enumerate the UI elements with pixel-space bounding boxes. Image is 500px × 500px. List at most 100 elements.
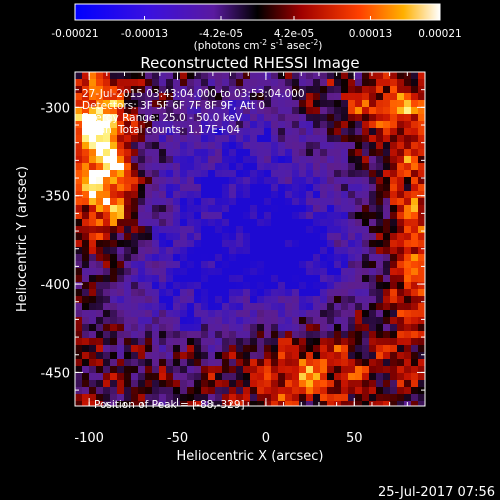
heatmap-cell	[96, 331, 104, 339]
heatmap-cell	[180, 387, 188, 395]
heatmap-cell	[369, 219, 377, 227]
heatmap-cell	[82, 142, 90, 150]
heatmap-cell	[250, 324, 258, 332]
heatmap-cell	[138, 345, 146, 353]
heatmap-cell	[82, 387, 90, 395]
heatmap-cell	[362, 212, 370, 220]
heatmap-cell	[390, 135, 398, 143]
heatmap-cell	[383, 289, 391, 297]
heatmap-cell	[145, 289, 153, 297]
heatmap-cell	[299, 86, 307, 94]
heatmap-cell	[131, 163, 139, 171]
heatmap-cell	[411, 198, 419, 206]
heatmap-cell	[397, 296, 405, 304]
heatmap-cell	[320, 352, 328, 360]
heatmap-cell	[103, 366, 111, 374]
heatmap-cell	[264, 128, 272, 136]
heatmap-cell	[138, 128, 146, 136]
heatmap-cell	[327, 177, 335, 185]
heatmap-cell	[418, 352, 425, 360]
heatmap-cell	[341, 317, 349, 325]
heatmap-cell	[299, 310, 307, 318]
heatmap-cell	[404, 387, 412, 395]
heatmap-cell	[124, 261, 132, 269]
heatmap-cell	[138, 254, 146, 262]
heatmap-cell	[292, 121, 300, 129]
heatmap-cell	[236, 380, 244, 388]
heatmap-cell	[278, 107, 286, 115]
heatmap-cell	[103, 128, 111, 136]
heatmap-cell	[362, 366, 370, 374]
heatmap-cell	[348, 289, 356, 297]
heatmap-cell	[348, 359, 356, 367]
heatmap-cell	[145, 338, 153, 346]
heatmap-cell	[383, 142, 391, 150]
heatmap-cell	[257, 205, 265, 213]
heatmap-cell	[355, 366, 363, 374]
heatmap-cell	[320, 212, 328, 220]
heatmap-cell	[278, 373, 286, 381]
heatmap-cell	[145, 128, 153, 136]
heatmap-cell	[75, 184, 83, 192]
heatmap-cell	[390, 282, 398, 290]
heatmap-cell	[411, 135, 419, 143]
heatmap-cell	[355, 191, 363, 199]
heatmap-cell	[306, 401, 314, 406]
heatmap-cell	[75, 128, 83, 136]
heatmap-cell	[145, 212, 153, 220]
heatmap-cell	[82, 296, 90, 304]
heatmap-cell	[334, 303, 342, 311]
heatmap-cell	[390, 345, 398, 353]
heatmap-cell	[131, 310, 139, 318]
heatmap-cell	[103, 198, 111, 206]
heatmap-cell	[376, 156, 384, 164]
heatmap-cell	[166, 380, 174, 388]
heatmap-cell	[292, 310, 300, 318]
heatmap-cell	[138, 373, 146, 381]
heatmap-cell	[369, 149, 377, 157]
heatmap-cell	[201, 394, 209, 402]
heatmap-cell	[138, 177, 146, 185]
heatmap-cell	[152, 352, 160, 360]
colorbar-ticks: -0.00021 -0.00013 -4.2e-05 4.2e-05 0.00013 0.…	[51, 16, 462, 40]
heatmap-cell	[187, 135, 195, 143]
heatmap-cell	[75, 247, 83, 255]
heatmap-cell	[341, 128, 349, 136]
heatmap-cell	[229, 219, 237, 227]
heatmap-cell	[152, 338, 160, 346]
heatmap-cell	[376, 121, 384, 129]
heatmap-cell	[292, 261, 300, 269]
heatmap-cell	[173, 156, 181, 164]
heatmap-cell	[229, 233, 237, 241]
heatmap-cell	[327, 226, 335, 234]
heatmap-cell	[187, 261, 195, 269]
heatmap-cell	[222, 366, 230, 374]
heatmap-cell	[404, 233, 412, 241]
heatmap-cell	[124, 107, 132, 115]
heatmap-cell	[264, 359, 272, 367]
heatmap-cell	[159, 394, 167, 402]
heatmap-cell	[173, 233, 181, 241]
heatmap-cell	[82, 345, 90, 353]
heatmap-cell	[292, 79, 300, 87]
heatmap-cell	[376, 107, 384, 115]
heatmap-cell	[222, 289, 230, 297]
heatmap-cell	[117, 247, 125, 255]
heatmap-cell	[278, 93, 286, 101]
heatmap-cell	[320, 359, 328, 367]
heatmap-cell	[334, 289, 342, 297]
heatmap-cell	[124, 219, 132, 227]
heatmap-cell	[390, 233, 398, 241]
heatmap-cell	[187, 338, 195, 346]
heatmap-cell	[292, 149, 300, 157]
heatmap-cell	[103, 324, 111, 332]
heatmap-cell	[271, 156, 279, 164]
heatmap-cell	[285, 345, 293, 353]
heatmap-cell	[124, 387, 132, 395]
heatmap-cell	[320, 163, 328, 171]
heatmap-cell	[376, 289, 384, 297]
heatmap-cell	[257, 359, 265, 367]
heatmap-cell	[103, 226, 111, 234]
heatmap-cell	[89, 191, 97, 199]
heatmap-cell	[313, 100, 321, 108]
